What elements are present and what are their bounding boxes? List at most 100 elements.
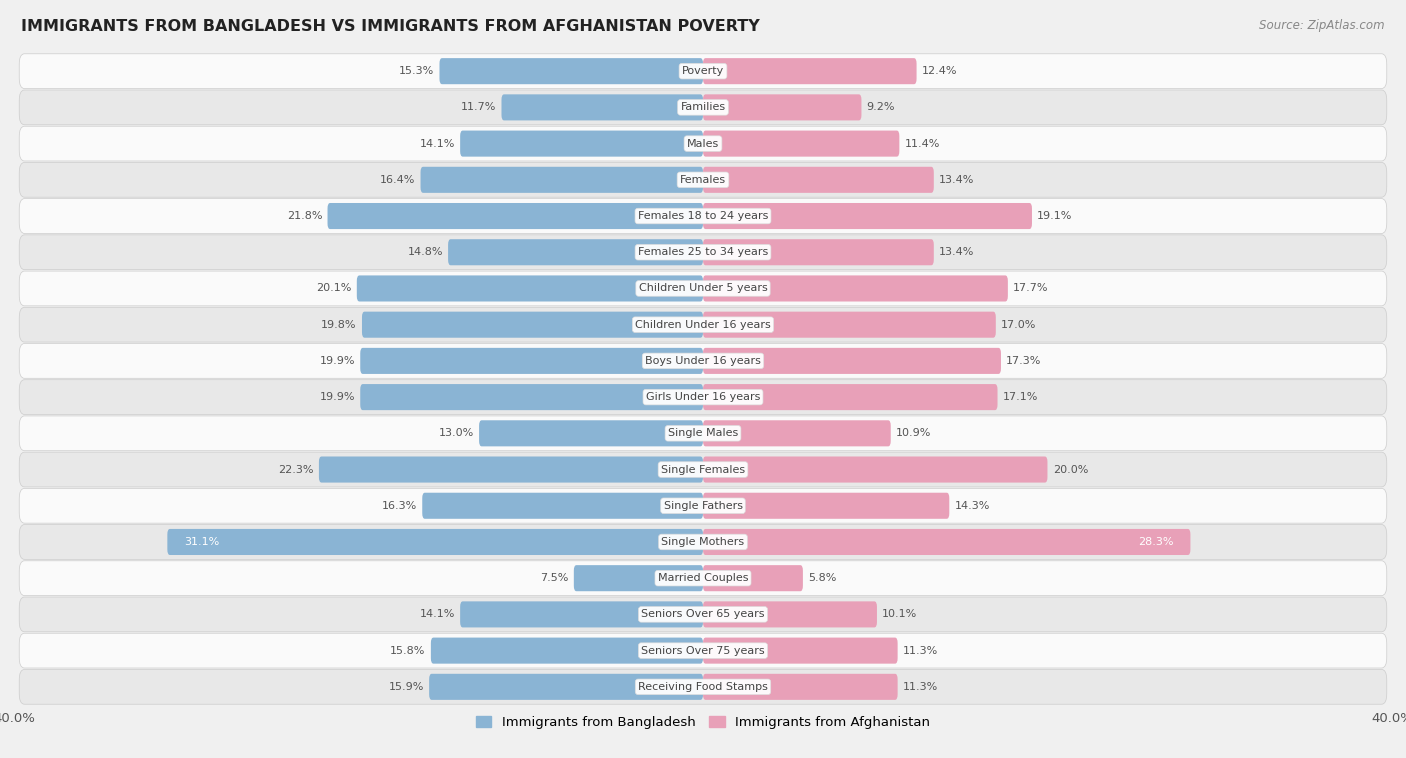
FancyBboxPatch shape — [430, 637, 703, 664]
FancyBboxPatch shape — [20, 199, 1386, 233]
Text: 13.4%: 13.4% — [939, 175, 974, 185]
Text: 9.2%: 9.2% — [866, 102, 896, 112]
Text: Source: ZipAtlas.com: Source: ZipAtlas.com — [1260, 19, 1385, 32]
FancyBboxPatch shape — [422, 493, 703, 518]
Text: Single Males: Single Males — [668, 428, 738, 438]
Text: Females 25 to 34 years: Females 25 to 34 years — [638, 247, 768, 257]
Text: Seniors Over 75 years: Seniors Over 75 years — [641, 646, 765, 656]
Legend: Immigrants from Bangladesh, Immigrants from Afghanistan: Immigrants from Bangladesh, Immigrants f… — [471, 710, 935, 735]
Text: Married Couples: Married Couples — [658, 573, 748, 583]
FancyBboxPatch shape — [460, 130, 703, 157]
Text: IMMIGRANTS FROM BANGLADESH VS IMMIGRANTS FROM AFGHANISTAN POVERTY: IMMIGRANTS FROM BANGLADESH VS IMMIGRANTS… — [21, 19, 759, 34]
Text: 17.7%: 17.7% — [1012, 283, 1049, 293]
Text: 11.3%: 11.3% — [903, 682, 938, 692]
FancyBboxPatch shape — [20, 453, 1386, 487]
Text: 22.3%: 22.3% — [278, 465, 314, 475]
FancyBboxPatch shape — [703, 674, 897, 700]
Text: 16.4%: 16.4% — [380, 175, 415, 185]
FancyBboxPatch shape — [20, 633, 1386, 668]
FancyBboxPatch shape — [574, 565, 703, 591]
FancyBboxPatch shape — [20, 380, 1386, 415]
FancyBboxPatch shape — [20, 343, 1386, 378]
FancyBboxPatch shape — [20, 561, 1386, 596]
Text: Children Under 5 years: Children Under 5 years — [638, 283, 768, 293]
FancyBboxPatch shape — [361, 312, 703, 338]
FancyBboxPatch shape — [20, 162, 1386, 197]
FancyBboxPatch shape — [449, 240, 703, 265]
FancyBboxPatch shape — [703, 420, 891, 446]
FancyBboxPatch shape — [20, 127, 1386, 161]
FancyBboxPatch shape — [20, 669, 1386, 704]
FancyBboxPatch shape — [703, 493, 949, 518]
FancyBboxPatch shape — [420, 167, 703, 193]
Text: 13.0%: 13.0% — [439, 428, 474, 438]
Text: Poverty: Poverty — [682, 66, 724, 76]
Text: 20.0%: 20.0% — [1053, 465, 1088, 475]
FancyBboxPatch shape — [360, 348, 703, 374]
FancyBboxPatch shape — [440, 58, 703, 84]
Text: 17.3%: 17.3% — [1007, 356, 1042, 366]
Text: 28.3%: 28.3% — [1137, 537, 1173, 547]
Text: 15.8%: 15.8% — [391, 646, 426, 656]
Text: Children Under 16 years: Children Under 16 years — [636, 320, 770, 330]
Text: 19.9%: 19.9% — [319, 356, 356, 366]
Text: 14.1%: 14.1% — [419, 609, 456, 619]
Text: 15.3%: 15.3% — [399, 66, 434, 76]
Text: Receiving Food Stamps: Receiving Food Stamps — [638, 682, 768, 692]
FancyBboxPatch shape — [20, 90, 1386, 125]
FancyBboxPatch shape — [703, 167, 934, 193]
Text: Boys Under 16 years: Boys Under 16 years — [645, 356, 761, 366]
Text: 11.3%: 11.3% — [903, 646, 938, 656]
Text: Females 18 to 24 years: Females 18 to 24 years — [638, 211, 768, 221]
FancyBboxPatch shape — [703, 203, 1032, 229]
Text: 21.8%: 21.8% — [287, 211, 322, 221]
FancyBboxPatch shape — [703, 565, 803, 591]
FancyBboxPatch shape — [703, 384, 997, 410]
FancyBboxPatch shape — [429, 674, 703, 700]
FancyBboxPatch shape — [20, 307, 1386, 342]
FancyBboxPatch shape — [703, 637, 897, 664]
FancyBboxPatch shape — [703, 58, 917, 84]
FancyBboxPatch shape — [20, 525, 1386, 559]
FancyBboxPatch shape — [20, 235, 1386, 270]
Text: 10.9%: 10.9% — [896, 428, 931, 438]
FancyBboxPatch shape — [20, 271, 1386, 305]
Text: 12.4%: 12.4% — [922, 66, 957, 76]
FancyBboxPatch shape — [703, 456, 1047, 483]
Text: 10.1%: 10.1% — [882, 609, 917, 619]
FancyBboxPatch shape — [20, 597, 1386, 631]
FancyBboxPatch shape — [703, 240, 934, 265]
Text: 17.1%: 17.1% — [1002, 392, 1038, 402]
Text: Seniors Over 65 years: Seniors Over 65 years — [641, 609, 765, 619]
FancyBboxPatch shape — [703, 601, 877, 628]
Text: 20.1%: 20.1% — [316, 283, 352, 293]
Text: Girls Under 16 years: Girls Under 16 years — [645, 392, 761, 402]
Text: 14.3%: 14.3% — [955, 501, 990, 511]
Text: Females: Females — [681, 175, 725, 185]
Text: Single Mothers: Single Mothers — [661, 537, 745, 547]
FancyBboxPatch shape — [703, 130, 900, 157]
FancyBboxPatch shape — [357, 275, 703, 302]
FancyBboxPatch shape — [460, 601, 703, 628]
FancyBboxPatch shape — [703, 348, 1001, 374]
FancyBboxPatch shape — [703, 529, 1191, 555]
Text: 11.4%: 11.4% — [904, 139, 939, 149]
Text: 13.4%: 13.4% — [939, 247, 974, 257]
Text: 17.0%: 17.0% — [1001, 320, 1036, 330]
Text: 14.8%: 14.8% — [408, 247, 443, 257]
FancyBboxPatch shape — [167, 529, 703, 555]
Text: 19.1%: 19.1% — [1038, 211, 1073, 221]
Text: 5.8%: 5.8% — [808, 573, 837, 583]
FancyBboxPatch shape — [703, 94, 862, 121]
Text: Single Females: Single Females — [661, 465, 745, 475]
FancyBboxPatch shape — [20, 54, 1386, 89]
FancyBboxPatch shape — [20, 488, 1386, 523]
Text: Families: Families — [681, 102, 725, 112]
FancyBboxPatch shape — [328, 203, 703, 229]
FancyBboxPatch shape — [479, 420, 703, 446]
FancyBboxPatch shape — [703, 275, 1008, 302]
Text: Single Fathers: Single Fathers — [664, 501, 742, 511]
Text: 15.9%: 15.9% — [388, 682, 425, 692]
FancyBboxPatch shape — [319, 456, 703, 483]
Text: 19.8%: 19.8% — [322, 320, 357, 330]
